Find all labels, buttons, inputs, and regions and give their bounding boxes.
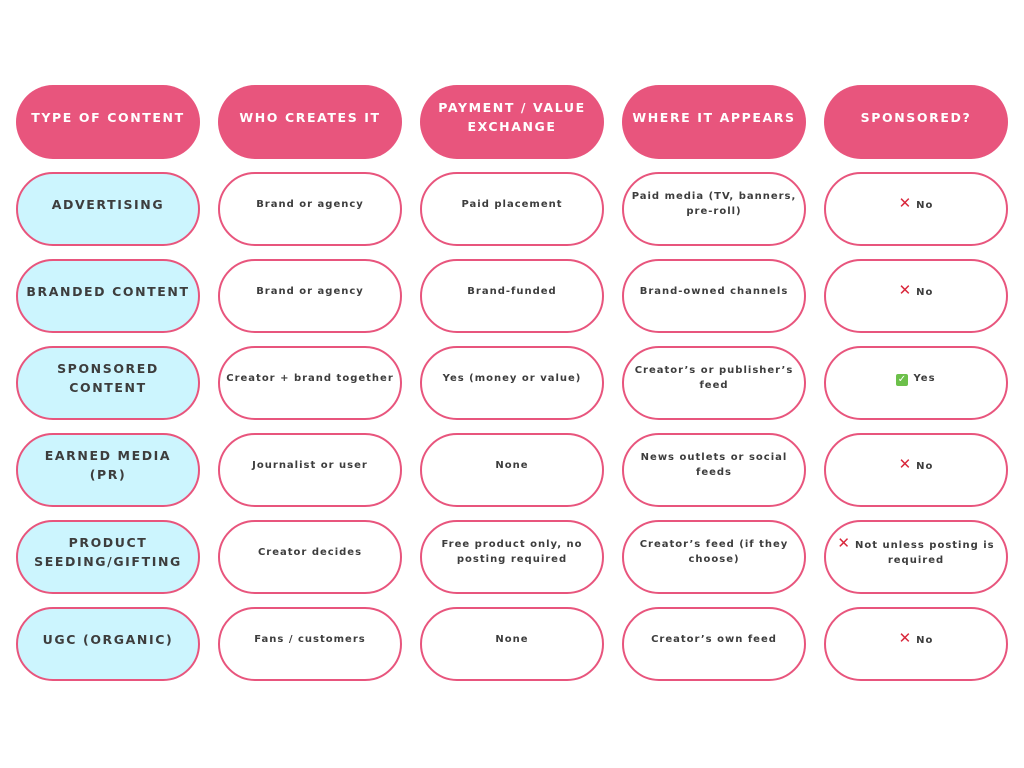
creator-cell: Brand or agency <box>218 172 402 246</box>
content-type-cell: SPONSORED CONTENT <box>16 346 200 420</box>
where-cell: News outlets or social feeds <box>622 433 806 507</box>
creator-text: Brand or agency <box>256 285 364 297</box>
creator-cell: Fans / customers <box>218 607 402 681</box>
payment-cell: None <box>420 607 604 681</box>
type-text: UGC (ORGANIC) <box>42 631 174 647</box>
payment-cell: None <box>420 433 604 507</box>
type-text: BRANDED CONTENT <box>26 283 190 299</box>
content-type-cell: ADVERTISING <box>16 172 200 246</box>
header-who-creates-it: WHO CREATES IT <box>218 85 402 159</box>
creator-cell: Creator + brand together <box>218 346 402 420</box>
header-label: WHO CREATES IT <box>239 109 381 125</box>
content-type-cell: EARNED MEDIA (PR) <box>16 433 200 507</box>
header-sponsored: SPONSORED? <box>824 85 1008 159</box>
payment-text: Yes (money or value) <box>442 372 582 384</box>
type-text: PRODUCT SEEDING/GIFTING <box>34 535 182 569</box>
creator-text: Brand or agency <box>256 198 364 210</box>
payment-text: Paid placement <box>461 198 563 210</box>
header-label: SPONSORED? <box>860 109 972 125</box>
type-text: EARNED MEDIA (PR) <box>44 448 172 482</box>
creator-cell: Brand or agency <box>218 259 402 333</box>
content-type-cell: PRODUCT SEEDING/GIFTING <box>16 520 200 594</box>
sponsored-text: No <box>916 460 934 472</box>
header-type-of-content: TYPE OF CONTENT <box>16 85 200 159</box>
creator-cell: Journalist or user <box>218 433 402 507</box>
cross-icon: ✕ <box>837 534 851 552</box>
where-text: Brand-owned channels <box>639 285 789 297</box>
sponsored-text: No <box>916 199 934 211</box>
cross-icon: ✕ <box>898 280 913 299</box>
where-cell: Creator’s own feed <box>622 607 806 681</box>
content-type-cell: UGC (ORGANIC) <box>16 607 200 681</box>
where-text: Creator’s own feed <box>651 633 777 645</box>
sponsored-cell: ✓ Yes <box>824 346 1008 420</box>
where-text: Creator’s or publisher’s feed <box>634 365 794 391</box>
where-cell: Creator’s or publisher’s feed <box>622 346 806 420</box>
type-text: SPONSORED CONTENT <box>57 361 159 395</box>
type-text: ADVERTISING <box>51 196 165 212</box>
payment-cell: Free product only, no posting required <box>420 520 604 594</box>
sponsored-text: Not unless posting is required <box>854 540 995 566</box>
creator-text: Creator + brand together <box>226 372 394 384</box>
sponsored-cell: ✕ Not unless posting is required <box>824 520 1008 594</box>
where-text: Creator’s feed (if they choose) <box>639 539 789 565</box>
payment-text: None <box>495 459 529 471</box>
creator-cell: Creator decides <box>218 520 402 594</box>
where-cell: Creator’s feed (if they choose) <box>622 520 806 594</box>
creator-text: Fans / customers <box>254 633 366 645</box>
sponsored-cell: ✕ No <box>824 433 1008 507</box>
header-payment-value-exchange: PAYMENT / VALUE EXCHANGE <box>420 85 604 159</box>
header-label: WHERE IT APPEARS <box>632 109 796 125</box>
header-label: PAYMENT / VALUE EXCHANGE <box>438 100 586 134</box>
sponsored-text: No <box>916 634 934 646</box>
sponsored-cell: ✕ No <box>824 172 1008 246</box>
sponsored-cell: ✕ No <box>824 607 1008 681</box>
where-text: News outlets or social feeds <box>640 452 788 478</box>
sponsored-text: Yes <box>913 372 936 384</box>
creator-text: Journalist or user <box>252 459 368 471</box>
where-cell: Brand-owned channels <box>622 259 806 333</box>
where-text: Paid media (TV, banners, pre-roll) <box>631 191 797 217</box>
content-type-cell: BRANDED CONTENT <box>16 259 200 333</box>
where-cell: Paid media (TV, banners, pre-roll) <box>622 172 806 246</box>
sponsored-text: No <box>916 286 934 298</box>
check-icon: ✓ <box>896 373 909 386</box>
payment-text: Brand-funded <box>467 285 557 297</box>
header-where-it-appears: WHERE IT APPEARS <box>622 85 806 159</box>
payment-text: None <box>495 633 529 645</box>
creator-text: Creator decides <box>257 546 363 558</box>
payment-cell: Paid placement <box>420 172 604 246</box>
header-label: TYPE OF CONTENT <box>31 109 185 125</box>
cross-icon: ✕ <box>898 193 913 212</box>
payment-cell: Brand-funded <box>420 259 604 333</box>
payment-text: Free product only, no posting required <box>441 539 583 565</box>
payment-cell: Yes (money or value) <box>420 346 604 420</box>
cross-icon: ✕ <box>898 454 913 473</box>
sponsored-cell: ✕ No <box>824 259 1008 333</box>
cross-icon: ✕ <box>898 628 913 647</box>
